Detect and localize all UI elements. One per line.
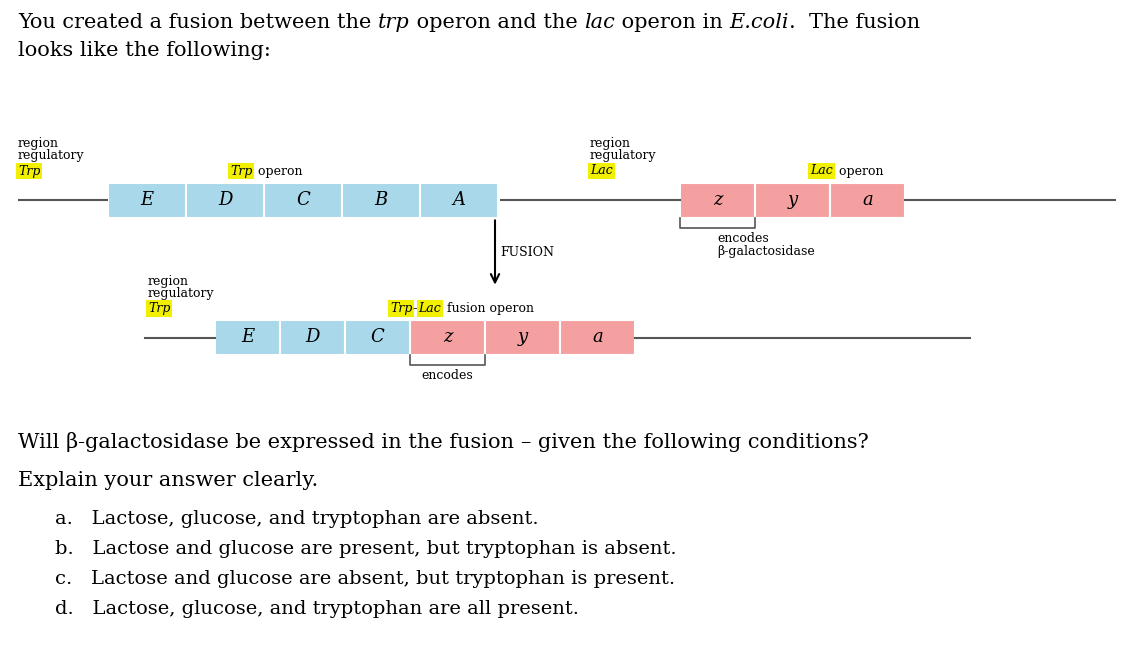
Bar	[186, 183, 264, 218]
Text: A: A	[452, 191, 465, 209]
Text: region: region	[18, 138, 59, 151]
Text: y: y	[787, 191, 797, 209]
Bar	[345, 320, 411, 355]
Text: regulatory: regulatory	[590, 149, 657, 163]
Text: –: –	[413, 302, 418, 315]
Text: E.coli: E.coli	[729, 13, 789, 32]
Text: z: z	[442, 329, 452, 347]
Text: regulatory: regulatory	[149, 287, 214, 300]
Text: operon and the: operon and the	[409, 13, 584, 32]
Text: Will β-galactosidase be expressed in the fusion: Will β-galactosidase be expressed in the…	[18, 433, 521, 452]
Text: region: region	[590, 138, 631, 151]
Text: regulatory: regulatory	[18, 149, 85, 163]
Text: .  The fusion: . The fusion	[789, 13, 920, 32]
Text: Trp: Trp	[230, 165, 253, 177]
Text: b.   Lactose and glucose are present, but tryptophan is absent.: b. Lactose and glucose are present, but …	[56, 540, 677, 558]
Text: Lac: Lac	[810, 165, 832, 177]
Bar	[108, 183, 186, 218]
Bar	[560, 320, 635, 355]
Text: Lac: Lac	[590, 165, 612, 177]
Text: Trp: Trp	[149, 302, 170, 315]
Bar	[755, 183, 830, 218]
Text: Explain your answer clearly.: Explain your answer clearly.	[18, 470, 319, 489]
Bar	[264, 183, 342, 218]
Bar	[215, 320, 280, 355]
Bar	[485, 320, 560, 355]
Text: C: C	[296, 191, 310, 209]
Text: operon in: operon in	[615, 13, 729, 32]
Text: fusion operon: fusion operon	[443, 302, 534, 315]
Text: a: a	[862, 191, 873, 209]
Text: operon: operon	[835, 165, 883, 177]
Text: z: z	[713, 191, 722, 209]
Text: β-galactosidase: β-galactosidase	[718, 245, 815, 259]
Bar	[411, 320, 485, 355]
Bar	[420, 183, 498, 218]
Text: D: D	[305, 329, 320, 347]
Text: a: a	[592, 329, 603, 347]
Text: region: region	[149, 275, 189, 288]
Text: You created a fusion between the: You created a fusion between the	[18, 13, 378, 32]
Text: FUSION: FUSION	[500, 246, 555, 259]
Text: encodes: encodes	[422, 369, 473, 382]
Bar	[280, 320, 345, 355]
Text: C: C	[371, 329, 384, 347]
Text: operon: operon	[254, 165, 303, 177]
Text: lac: lac	[584, 13, 615, 32]
Text: looks like the following:: looks like the following:	[18, 40, 271, 60]
Text: y: y	[517, 329, 527, 347]
Bar	[342, 183, 420, 218]
Text: c.   Lactose and glucose are absent, but tryptophan is present.: c. Lactose and glucose are absent, but t…	[56, 571, 675, 589]
Bar	[680, 183, 755, 218]
Text: d.   Lactose, glucose, and tryptophan are all present.: d. Lactose, glucose, and tryptophan are …	[56, 601, 579, 618]
Text: E: E	[141, 191, 153, 209]
Text: Trp: Trp	[390, 302, 413, 315]
Text: Trp: Trp	[18, 165, 41, 177]
Text: encodes: encodes	[718, 231, 769, 245]
Bar	[830, 183, 905, 218]
Text: a.   Lactose, glucose, and tryptophan are absent.: a. Lactose, glucose, and tryptophan are …	[56, 511, 539, 528]
Text: – given the following conditions?: – given the following conditions?	[521, 433, 869, 452]
Text: trp: trp	[378, 13, 409, 32]
Text: Lac: Lac	[418, 302, 441, 315]
Text: B: B	[374, 191, 388, 209]
Text: D: D	[218, 191, 232, 209]
Text: E: E	[240, 329, 254, 347]
